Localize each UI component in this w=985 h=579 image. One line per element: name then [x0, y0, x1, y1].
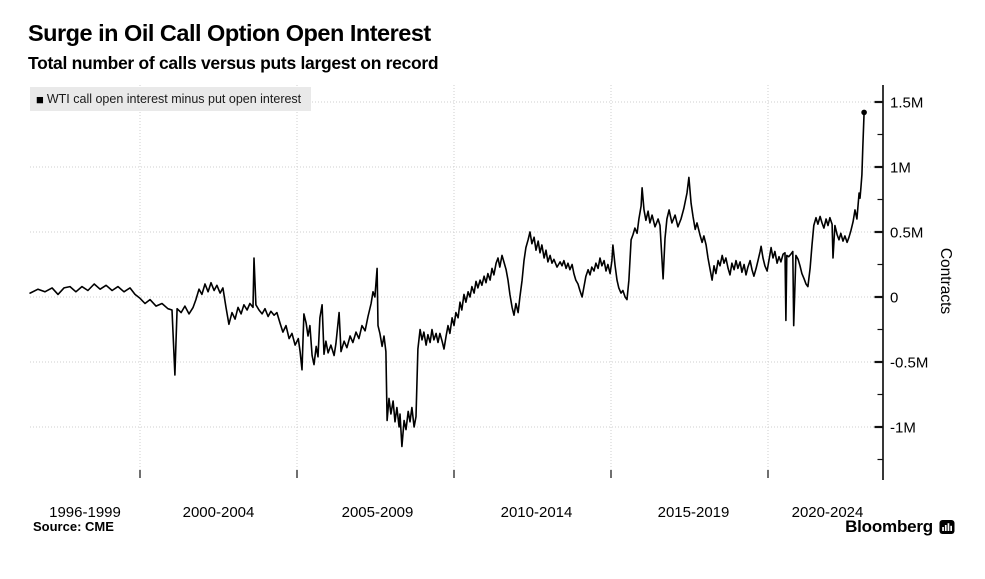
legend: ■ WTI call open interest minus put open … — [30, 87, 312, 111]
series-endpoint-dot — [861, 109, 867, 116]
y-axis-ticks — [874, 100, 883, 461]
series-line-wti — [29, 111, 865, 448]
y-tick-label: -1M — [890, 420, 916, 437]
horizontal-gridlines — [30, 101, 883, 428]
legend-series-label: WTI call open interest minus put open in… — [46, 92, 302, 106]
legend-series-marker-icon: ■ — [36, 91, 44, 107]
y-tick-label: 1.5M — [890, 95, 923, 112]
source-label: Source: CME — [33, 519, 114, 534]
vertical-gridlines — [139, 85, 769, 478]
x-axis-label: 2020-2024 — [792, 504, 864, 521]
x-axis-label: 2000-2004 — [183, 504, 255, 521]
chart-title: Surge in Oil Call Option Open Interest — [28, 20, 431, 46]
x-axis-label: 2015-2019 — [658, 504, 730, 521]
chart-subtitle: Total number of calls versus puts larges… — [28, 53, 439, 73]
y-tick-label: 1M — [890, 160, 911, 177]
y-axis-title: Contracts — [937, 248, 954, 315]
y-tick-label: -0.5M — [890, 355, 928, 372]
y-tick-label: 0 — [890, 290, 898, 307]
x-axis-ticks — [139, 470, 769, 478]
x-axis-label: 2010-2014 — [501, 504, 573, 521]
bloomberg-logo: Bloomberg — [845, 517, 955, 537]
bloomberg-mark-icon — [939, 520, 955, 534]
x-axis-label: 1996-1999 — [49, 504, 121, 521]
y-tick-label: 0.5M — [890, 225, 923, 242]
bloomberg-wordmark: Bloomberg — [845, 517, 933, 536]
x-axis-label: 2005-2009 — [342, 504, 414, 521]
